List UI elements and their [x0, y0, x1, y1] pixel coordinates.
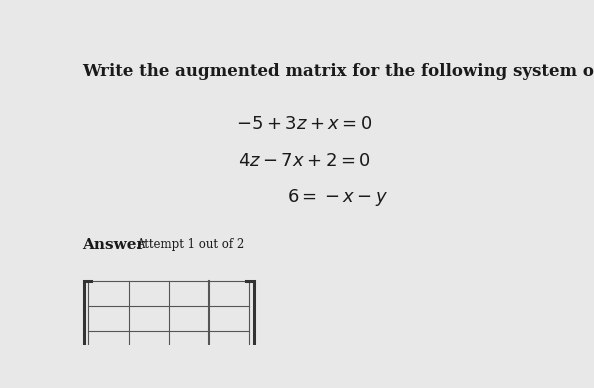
Text: $4z - 7x + 2 = 0$: $4z - 7x + 2 = 0$ — [238, 152, 371, 170]
Text: Attempt 1 out of 2: Attempt 1 out of 2 — [136, 237, 245, 251]
Text: Answer: Answer — [82, 237, 144, 251]
Text: Write the augmented matrix for the following system of equations.: Write the augmented matrix for the follo… — [82, 64, 594, 80]
Text: $-5 + 3z + x = 0$: $-5 + 3z + x = 0$ — [236, 114, 372, 133]
Text: $6 = -x - y$: $6 = -x - y$ — [287, 187, 388, 208]
